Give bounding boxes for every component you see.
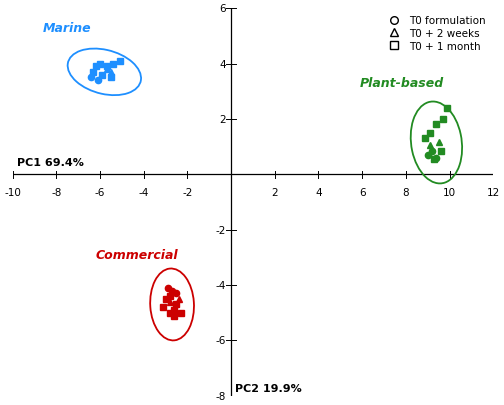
Text: 8: 8 — [403, 187, 409, 197]
Legend: T0 formulation, T0 + 2 weeks, T0 + 1 month: T0 formulation, T0 + 2 weeks, T0 + 1 mon… — [381, 14, 488, 53]
Text: -2: -2 — [182, 187, 193, 197]
Text: 2: 2 — [272, 187, 278, 197]
Text: Marine: Marine — [43, 22, 92, 35]
Text: 2: 2 — [219, 115, 226, 125]
Text: -4: -4 — [215, 280, 226, 290]
Text: Commercial: Commercial — [96, 249, 178, 262]
Text: -2: -2 — [215, 225, 226, 235]
Text: -8: -8 — [215, 391, 226, 401]
Text: -6: -6 — [95, 187, 105, 197]
Text: -4: -4 — [139, 187, 149, 197]
Text: -8: -8 — [51, 187, 61, 197]
Text: PC1 69.4%: PC1 69.4% — [17, 158, 84, 168]
Text: -10: -10 — [4, 187, 21, 197]
Text: 4: 4 — [315, 187, 322, 197]
Text: Plant-based: Plant-based — [359, 77, 444, 90]
Text: PC2 19.9%: PC2 19.9% — [235, 383, 302, 392]
Text: 10: 10 — [443, 187, 456, 197]
Text: 6: 6 — [219, 4, 226, 14]
Text: 12: 12 — [486, 187, 500, 197]
Text: -6: -6 — [215, 336, 226, 345]
Text: 4: 4 — [219, 60, 226, 69]
Text: 6: 6 — [359, 187, 365, 197]
